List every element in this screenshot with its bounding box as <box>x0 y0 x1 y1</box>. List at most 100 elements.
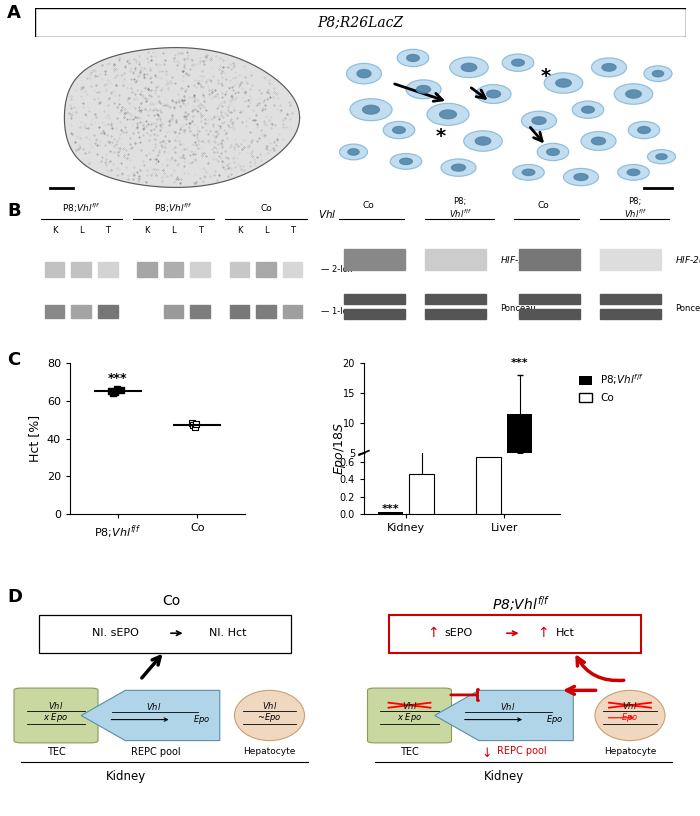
Text: Kidney: Kidney <box>106 770 146 783</box>
Text: ~$Epo$: ~$Epo$ <box>258 712 281 725</box>
Ellipse shape <box>652 70 664 77</box>
Ellipse shape <box>393 126 405 134</box>
Ellipse shape <box>463 131 503 151</box>
Ellipse shape <box>461 64 477 72</box>
Ellipse shape <box>350 99 392 121</box>
Text: K: K <box>144 225 150 235</box>
Y-axis label: Hct [%]: Hct [%] <box>28 415 41 462</box>
Ellipse shape <box>486 91 500 98</box>
Bar <box>476 457 501 514</box>
Ellipse shape <box>556 79 571 87</box>
Text: TEC: TEC <box>47 747 65 757</box>
Ellipse shape <box>348 149 359 155</box>
Text: ↑: ↑ <box>427 626 438 641</box>
Text: HIF-2$\alpha$: HIF-2$\alpha$ <box>676 254 700 265</box>
Point <box>190 421 201 434</box>
Ellipse shape <box>582 106 594 113</box>
Bar <box>599 295 661 304</box>
Text: $Vhl$: $Vhl$ <box>402 699 417 711</box>
Text: T: T <box>197 225 203 235</box>
Text: $Epo$: $Epo$ <box>622 712 638 725</box>
Text: $Vhl$: $Vhl$ <box>318 208 337 220</box>
Text: B: B <box>7 202 20 220</box>
Ellipse shape <box>384 122 414 139</box>
Ellipse shape <box>441 159 476 176</box>
FancyBboxPatch shape <box>38 615 290 653</box>
FancyBboxPatch shape <box>368 688 452 743</box>
Bar <box>98 262 118 277</box>
FancyBboxPatch shape <box>35 8 686 37</box>
Text: REPC pool: REPC pool <box>497 746 546 756</box>
Bar <box>344 309 405 318</box>
Bar <box>424 249 486 270</box>
Text: L: L <box>172 225 176 235</box>
Point <box>110 385 121 398</box>
Bar <box>283 305 302 317</box>
Ellipse shape <box>592 137 606 144</box>
Text: Kidney: Kidney <box>484 770 524 783</box>
Point <box>188 419 199 432</box>
Bar <box>137 262 157 277</box>
Polygon shape <box>64 47 300 188</box>
Text: Ponceau: Ponceau <box>500 304 536 313</box>
Text: Ponceau: Ponceau <box>676 304 700 313</box>
Text: *: * <box>436 126 446 146</box>
Ellipse shape <box>638 126 650 134</box>
Point <box>115 384 126 397</box>
Polygon shape <box>435 690 573 741</box>
Text: $Epo$: $Epo$ <box>193 713 210 726</box>
Text: ***: *** <box>382 504 400 514</box>
Point <box>186 416 197 429</box>
Ellipse shape <box>512 60 524 66</box>
Text: Hepatocyte: Hepatocyte <box>244 747 295 756</box>
Bar <box>410 474 435 514</box>
Bar <box>45 305 64 317</box>
Bar <box>599 309 661 318</box>
Text: $Vhl$: $Vhl$ <box>146 701 162 712</box>
Bar <box>283 262 302 277</box>
Ellipse shape <box>476 85 511 104</box>
Ellipse shape <box>656 154 667 159</box>
Ellipse shape <box>503 54 533 71</box>
FancyBboxPatch shape <box>389 615 640 653</box>
Text: Co: Co <box>363 202 374 211</box>
Text: — 1-lox: — 1-lox <box>321 307 352 316</box>
Text: sEPO: sEPO <box>444 628 472 638</box>
Text: ***: *** <box>108 372 127 385</box>
Ellipse shape <box>592 58 626 77</box>
Bar <box>190 305 210 317</box>
Text: x $Epo$: x $Epo$ <box>43 712 69 725</box>
Ellipse shape <box>573 101 603 118</box>
Polygon shape <box>81 690 220 741</box>
Text: $Epo/18S$: $Epo/18S$ <box>332 422 347 476</box>
Ellipse shape <box>452 164 466 171</box>
Bar <box>519 309 580 318</box>
Text: Co: Co <box>260 204 272 213</box>
Bar <box>71 305 91 317</box>
Point <box>106 384 117 397</box>
Ellipse shape <box>407 55 419 61</box>
Text: REPC pool: REPC pool <box>132 747 181 757</box>
Text: $Vhl$: $Vhl$ <box>500 701 515 712</box>
Text: $Vhl$: $Vhl$ <box>262 699 277 711</box>
Text: ↑: ↑ <box>537 626 548 641</box>
Ellipse shape <box>406 80 441 99</box>
Text: ↓: ↓ <box>481 747 491 761</box>
Bar <box>71 262 91 277</box>
Text: K: K <box>237 225 242 235</box>
Text: Hct: Hct <box>556 628 575 638</box>
Text: ***: *** <box>511 358 528 368</box>
Ellipse shape <box>595 690 665 741</box>
Text: $Vhl$: $Vhl$ <box>622 699 638 711</box>
Text: TEC: TEC <box>400 747 419 757</box>
Legend: P8;$Vhl^{f/f}$, Co: P8;$Vhl^{f/f}$, Co <box>575 368 648 407</box>
Text: A: A <box>7 4 21 22</box>
Ellipse shape <box>602 64 616 71</box>
Bar <box>508 414 533 483</box>
Ellipse shape <box>627 169 640 175</box>
Ellipse shape <box>512 165 545 180</box>
Ellipse shape <box>545 73 582 93</box>
Text: x $Epo$: x $Epo$ <box>397 712 422 725</box>
Ellipse shape <box>440 110 456 119</box>
Text: $Epo$: $Epo$ <box>546 713 564 726</box>
